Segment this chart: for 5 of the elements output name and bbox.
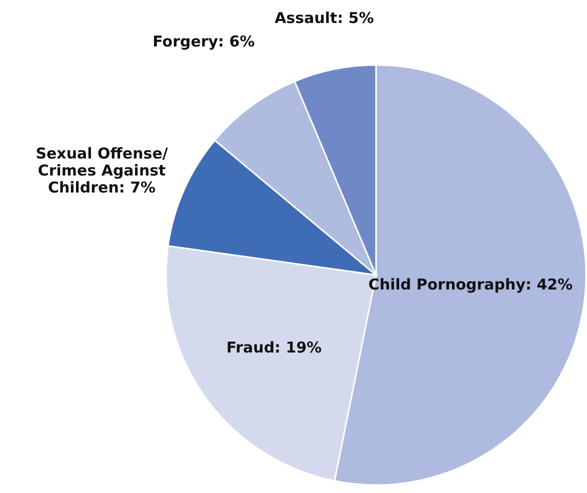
- slice-label: Sexual Offense/ Crimes Against Children: 7%: [36, 144, 168, 196]
- slice-label: Assault: 5%: [274, 9, 374, 28]
- slice-label: Forgery: 6%: [152, 32, 255, 51]
- slice-label: Fraud: 19%: [226, 338, 322, 356]
- slice-label: Child Pornography: 42%: [368, 275, 573, 294]
